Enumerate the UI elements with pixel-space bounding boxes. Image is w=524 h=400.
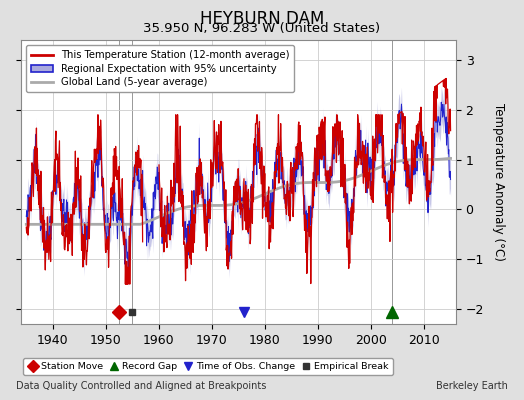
Text: Data Quality Controlled and Aligned at Breakpoints: Data Quality Controlled and Aligned at B… [16,381,266,391]
Text: HEYBURN DAM: HEYBURN DAM [200,10,324,28]
Text: Berkeley Earth: Berkeley Earth [436,381,508,391]
Text: 35.950 N, 96.283 W (United States): 35.950 N, 96.283 W (United States) [144,22,380,35]
Legend: Station Move, Record Gap, Time of Obs. Change, Empirical Break: Station Move, Record Gap, Time of Obs. C… [24,358,392,375]
Y-axis label: Temperature Anomaly (°C): Temperature Anomaly (°C) [492,103,505,261]
